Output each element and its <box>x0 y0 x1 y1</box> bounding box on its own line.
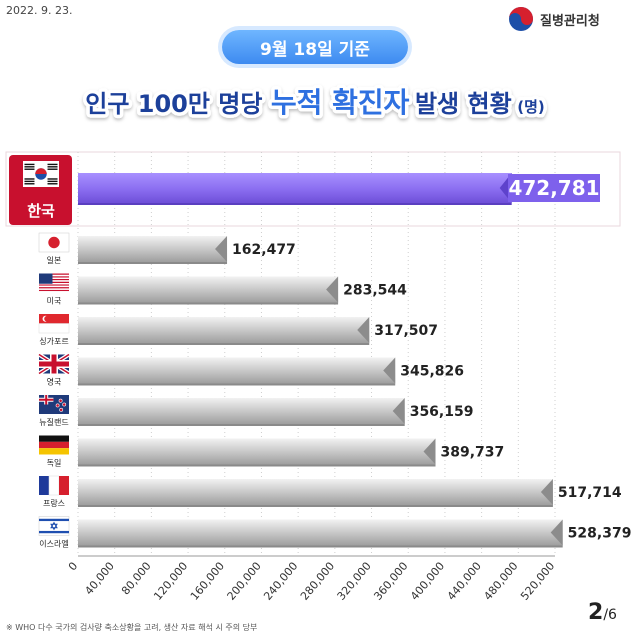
bar-shadow <box>78 464 436 467</box>
bar-9 <box>78 519 563 546</box>
bar-shadow <box>78 302 339 305</box>
page-total: /6 <box>603 607 617 623</box>
page-indicator: 2/6 <box>588 600 617 625</box>
bar-end-cap <box>357 317 370 343</box>
page-current: 2 <box>588 600 604 625</box>
title-unit: (명) <box>517 98 545 116</box>
kdca-logo: 질병관리청 <box>508 6 600 32</box>
bar-3 <box>78 276 339 303</box>
bar-end-cap <box>326 276 339 303</box>
logo-text: 질병관리청 <box>540 13 600 29</box>
bar-shadow <box>78 343 370 345</box>
bar-shadow <box>78 545 563 548</box>
title-highlight: 누적 확진자 <box>271 86 410 119</box>
value-label: 528,379 <box>568 526 631 542</box>
value-label: 472,781 <box>508 176 599 200</box>
korea-flag-icon <box>23 161 59 187</box>
israel-flag-icon <box>38 516 70 536</box>
category-label: 이스라엘 <box>39 539 68 549</box>
bar-6 <box>78 398 405 424</box>
bar-shadow <box>78 383 396 386</box>
bar-1 <box>78 173 512 203</box>
category-label: 싱가포르 <box>39 336 68 346</box>
bar-4 <box>78 317 370 343</box>
value-label: 517,714 <box>558 485 622 501</box>
value-label: 317,507 <box>374 323 438 339</box>
x-tick-label: 360,000 <box>371 560 410 603</box>
date-label: 2022. 9. 23. <box>6 4 73 17</box>
bar-shadow <box>78 262 228 264</box>
x-tick-label: 400,000 <box>408 560 447 603</box>
bar-shadow <box>78 424 405 426</box>
x-tick-label: 200,000 <box>225 560 264 603</box>
singapore-flag-icon <box>38 314 70 334</box>
x-tick-label: 240,000 <box>261 560 300 603</box>
category-label: 한국 <box>27 202 55 220</box>
x-tick-label: 120,000 <box>151 560 190 603</box>
value-label: 356,159 <box>410 404 474 420</box>
newzealand-flag-icon <box>39 395 69 414</box>
x-tick-label: 480,000 <box>481 560 520 603</box>
x-tick-label: 520,000 <box>518 560 557 603</box>
taegeuk-logo-icon <box>509 7 533 31</box>
uk-flag-icon <box>37 352 71 376</box>
bar-shadow <box>78 505 553 507</box>
category-label: 영국 <box>47 377 62 387</box>
japan-flag-icon <box>38 232 70 253</box>
x-tick-label: 440,000 <box>445 560 484 603</box>
value-label: 283,544 <box>343 283 407 299</box>
x-tick-label: 160,000 <box>188 560 227 603</box>
category-label: 독일 <box>47 459 62 468</box>
usa-flag-icon <box>39 273 69 293</box>
x-tick-label: 0 <box>66 560 80 574</box>
bar-end-cap <box>423 438 436 465</box>
value-label: 389,737 <box>441 445 505 461</box>
x-tick-label: 280,000 <box>298 560 337 603</box>
category-label: 일본 <box>47 256 62 265</box>
title-part1: 인구 100만 명당 <box>85 90 271 118</box>
x-tick-label: 80,000 <box>119 560 154 598</box>
bar-end-cap <box>550 519 563 546</box>
footnote: ※ WHO 다수 국가의 검사량 축소상황을 고려, 생산 자료 해석 시 주의… <box>6 623 258 632</box>
bar-7 <box>78 438 436 465</box>
x-tick-label: 320,000 <box>335 560 374 603</box>
bar-8 <box>78 479 553 505</box>
category-label: 뉴질랜드 <box>39 417 68 427</box>
bar-end-cap <box>215 236 228 262</box>
svg-text:인구 100만 명당 누적 확진자 발생: 인구 100만 명당 누적 확진자 발생 현황 (명) <box>85 86 545 119</box>
germany-flag-icon <box>39 435 69 455</box>
korea-value-box <box>508 174 600 202</box>
date-badge: 9월 18일 기준 <box>222 30 408 64</box>
title-banner: 인구 100만 명당 누적 확진자 발생 현황 (명) <box>82 83 549 123</box>
category-label: 미국 <box>47 297 62 306</box>
bar-end-cap <box>392 398 405 424</box>
france-flag-icon <box>39 475 69 496</box>
bar-5 <box>78 357 396 384</box>
bar-2 <box>78 236 228 262</box>
value-label: 162,477 <box>232 242 296 258</box>
x-tick-label: 40,000 <box>82 560 117 598</box>
value-label: 345,826 <box>400 364 464 380</box>
bar-shadow <box>78 203 512 205</box>
category-label: 프랑스 <box>43 498 65 508</box>
bar-end-cap <box>540 479 553 505</box>
bar-end-cap <box>383 357 396 384</box>
title-part3: 발생 현황 <box>415 90 512 118</box>
